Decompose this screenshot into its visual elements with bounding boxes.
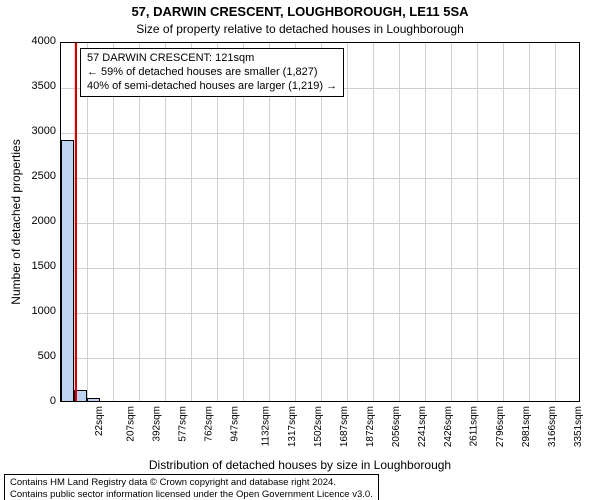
gridline-v: [425, 43, 426, 401]
histogram-bar: [61, 140, 74, 401]
x-tick-label: 2426sqm: [443, 406, 454, 447]
legend-line-1: 57 DARWIN CRESCENT: 121sqm: [87, 52, 337, 66]
x-tick-label: 2241sqm: [417, 406, 428, 447]
x-tick-label: 392sqm: [152, 406, 163, 442]
x-tick-label: 2981sqm: [521, 406, 532, 447]
y-tick-label: 1500: [22, 260, 56, 272]
y-tick-label: 4000: [22, 35, 56, 47]
y-tick-label: 3500: [22, 80, 56, 92]
x-tick-label: 577sqm: [178, 406, 189, 442]
y-tick-label: 2500: [22, 170, 56, 182]
x-tick-label: 1872sqm: [365, 406, 376, 447]
y-axis-label: Number of detached properties: [9, 139, 23, 304]
x-tick-label: 2796sqm: [495, 406, 506, 447]
y-tick-label: 500: [22, 350, 56, 362]
gridline-v: [477, 43, 478, 401]
x-tick-label: 3166sqm: [547, 406, 558, 447]
gridline-v: [555, 43, 556, 401]
x-tick-label: 2056sqm: [391, 406, 402, 447]
histogram-bar: [87, 398, 100, 401]
x-tick-label: 207sqm: [126, 406, 137, 442]
x-tick-label: 1317sqm: [287, 406, 298, 447]
gridline-v: [347, 43, 348, 401]
gridline-v: [373, 43, 374, 401]
x-tick-label: 762sqm: [204, 406, 215, 442]
legend-line-2: ← 59% of detached houses are smaller (1,…: [87, 66, 337, 80]
x-tick-label: 2611sqm: [468, 406, 479, 446]
x-tick-label: 1502sqm: [313, 406, 324, 447]
footer-line-1: Contains HM Land Registry data © Crown c…: [10, 477, 373, 489]
legend-box: 57 DARWIN CRESCENT: 121sqm ← 59% of deta…: [80, 48, 344, 97]
marker-line: [75, 43, 77, 401]
gridline-v: [451, 43, 452, 401]
x-tick-label: 3351sqm: [573, 406, 584, 447]
y-tick-label: 0: [22, 395, 56, 407]
x-tick-label: 22sqm: [94, 406, 105, 436]
y-axis-label-wrap: Number of detached properties: [10, 42, 22, 402]
x-axis-label: Distribution of detached houses by size …: [0, 458, 600, 472]
footer-box: Contains HM Land Registry data © Crown c…: [4, 474, 379, 500]
y-tick-label: 2000: [22, 215, 56, 227]
y-tick-label: 3000: [22, 125, 56, 137]
y-tick-label: 1000: [22, 305, 56, 317]
gridline-v: [529, 43, 530, 401]
x-tick-label: 1132sqm: [260, 406, 271, 446]
chart-title: 57, DARWIN CRESCENT, LOUGHBOROUGH, LE11 …: [0, 4, 600, 19]
footer-line-2: Contains public sector information licen…: [10, 489, 373, 500]
gridline-v: [399, 43, 400, 401]
chart-subtitle: Size of property relative to detached ho…: [0, 22, 600, 36]
x-tick-label: 947sqm: [230, 406, 241, 442]
chart-container: 57, DARWIN CRESCENT, LOUGHBOROUGH, LE11 …: [0, 0, 600, 500]
legend-line-3: 40% of semi-detached houses are larger (…: [87, 80, 337, 94]
gridline-v: [503, 43, 504, 401]
x-tick-label: 1687sqm: [339, 406, 350, 447]
